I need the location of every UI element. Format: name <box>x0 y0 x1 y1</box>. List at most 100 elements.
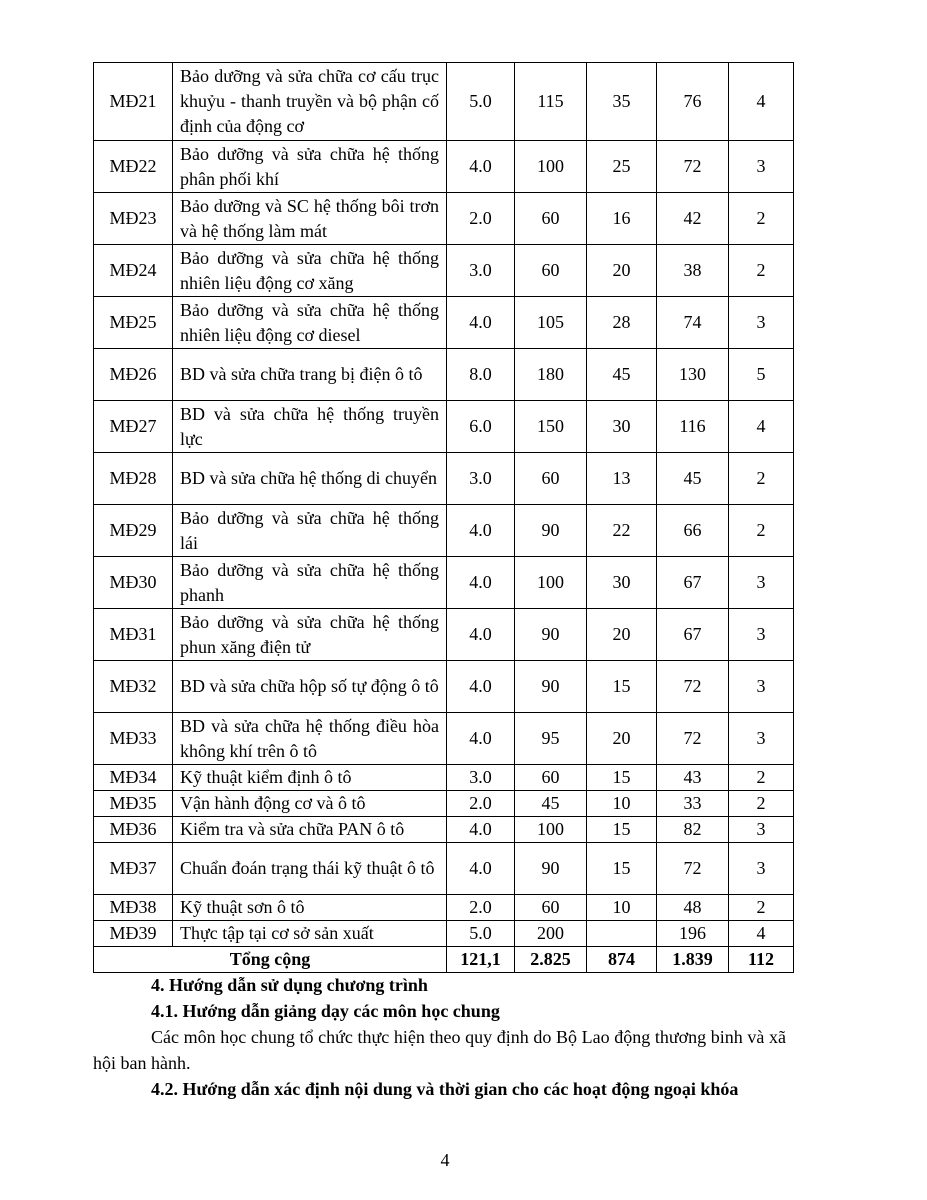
page-number: 4 <box>440 1150 450 1170</box>
cell-c5: 2 <box>728 244 794 297</box>
cell-name: BD và sửa chữa hộp số tự động ô tô <box>172 660 447 713</box>
cell-name: Bảo dưỡng và sửa chữa hệ thống phân phối… <box>172 140 447 193</box>
cell-c2: 95 <box>514 712 587 765</box>
cell-c3: 20 <box>586 712 657 765</box>
cell-c3: 10 <box>586 790 657 817</box>
cell-name: Thực tập tại cơ sở sản xuất <box>172 920 447 947</box>
subsection-heading-4-1: 4.1. Hướng dẫn giảng dạy các môn học chu… <box>151 1001 500 1021</box>
cell-code: MĐ33 <box>93 712 173 765</box>
cell-c2: 60 <box>514 764 587 791</box>
cell-name: BD và sửa chữa hệ thống điều hòa không k… <box>172 712 447 765</box>
cell-name: BD và sửa chữa trang bị điện ô tô <box>172 348 447 401</box>
table-row: MĐ31 Bảo dưỡng và sửa chữa hệ thống phun … <box>93 608 794 661</box>
cell-c1: 4.0 <box>446 608 515 661</box>
cell-c1: 2.0 <box>446 192 515 245</box>
cell-c4: 116 <box>656 400 729 453</box>
cell-c2: 60 <box>514 244 587 297</box>
cell-c1: 4.0 <box>446 296 515 349</box>
table-row: MĐ32 BD và sửa chữa hộp số tự động ô tô 4.… <box>93 660 794 713</box>
cell-c4: 42 <box>656 192 729 245</box>
cell-code: MĐ34 <box>93 764 173 791</box>
cell-c1: 4.0 <box>446 712 515 765</box>
cell-c3: 15 <box>586 816 657 843</box>
cell-c3: 45 <box>586 348 657 401</box>
cell-c5: 4 <box>728 62 794 141</box>
cell-c2: 180 <box>514 348 587 401</box>
cell-c5: 5 <box>728 348 794 401</box>
table-row: MĐ34 Kỹ thuật kiểm định ô tô 3.0 60 15 43 2 <box>93 764 794 791</box>
table-row: MĐ28 BD và sửa chữa hệ thống di chuyển 3.0… <box>93 452 794 505</box>
cell-code: MĐ39 <box>93 920 173 947</box>
cell-c1: 3.0 <box>446 244 515 297</box>
cell-c1: 8.0 <box>446 348 515 401</box>
cell-c3: 25 <box>586 140 657 193</box>
cell-code: MĐ25 <box>93 296 173 349</box>
cell-code: MĐ38 <box>93 894 173 921</box>
cell-c5: 3 <box>728 842 794 895</box>
cell-c2: 60 <box>514 452 587 505</box>
cell-c5: 3 <box>728 660 794 713</box>
cell-c1: 4.0 <box>446 504 515 557</box>
table-row: MĐ35 Vận hành động cơ và ô tô 2.0 45 10 33 2 <box>93 790 794 817</box>
total-c2: 2.825 <box>514 946 587 973</box>
cell-c4: 45 <box>656 452 729 505</box>
cell-c4: 67 <box>656 608 729 661</box>
cell-code: MĐ27 <box>93 400 173 453</box>
section-heading: 4. Hướng dẫn sử dụng chương trình <box>151 975 428 995</box>
cell-c5: 3 <box>728 712 794 765</box>
cell-c5: 2 <box>728 764 794 791</box>
cell-name: Kỹ thuật sơn ô tô <box>172 894 447 921</box>
cell-c2: 60 <box>514 894 587 921</box>
cell-c1: 3.0 <box>446 452 515 505</box>
cell-c3: 16 <box>586 192 657 245</box>
table-row: MĐ29 Bảo dưỡng và sửa chữa hệ thống lái 4.… <box>93 504 794 557</box>
cell-c3: 22 <box>586 504 657 557</box>
cell-code: MĐ24 <box>93 244 173 297</box>
cell-c1: 4.0 <box>446 842 515 895</box>
table-row: MĐ25 Bảo dưỡng và sửa chữa hệ thống nhiên… <box>93 296 794 349</box>
cell-c4: 82 <box>656 816 729 843</box>
cell-c2: 115 <box>514 62 587 141</box>
cell-c4: 33 <box>656 790 729 817</box>
cell-c1: 4.0 <box>446 140 515 193</box>
cell-c2: 90 <box>514 842 587 895</box>
cell-c3: 15 <box>586 842 657 895</box>
table-row: MĐ27 BD và sửa chữa hệ thống truyền lực 6.… <box>93 400 794 453</box>
cell-c3: 30 <box>586 400 657 453</box>
cell-c5: 3 <box>728 608 794 661</box>
cell-code: MĐ28 <box>93 452 173 505</box>
cell-c1: 5.0 <box>446 62 515 141</box>
cell-name: Bảo dưỡng và sửa chữa cơ cấu trục khuỷu … <box>172 62 447 141</box>
cell-c2: 100 <box>514 556 587 609</box>
cell-c5: 3 <box>728 140 794 193</box>
cell-c5: 2 <box>728 790 794 817</box>
cell-c2: 60 <box>514 192 587 245</box>
cell-code: MĐ31 <box>93 608 173 661</box>
cell-c5: 2 <box>728 192 794 245</box>
cell-c1: 6.0 <box>446 400 515 453</box>
cell-c3 <box>586 920 657 947</box>
cell-code: MĐ29 <box>93 504 173 557</box>
cell-c4: 67 <box>656 556 729 609</box>
cell-c1: 2.0 <box>446 894 515 921</box>
cell-c3: 35 <box>586 62 657 141</box>
cell-c3: 15 <box>586 764 657 791</box>
cell-c3: 28 <box>586 296 657 349</box>
cell-name: BD và sửa chữa hệ thống truyền lực <box>172 400 447 453</box>
cell-c1: 3.0 <box>446 764 515 791</box>
cell-c1: 4.0 <box>446 816 515 843</box>
cell-name: Bảo dưỡng và sửa chữa hệ thống phanh <box>172 556 447 609</box>
subsection-heading-4-2: 4.2. Hướng dẫn xác định nội dung và thời… <box>151 1079 739 1099</box>
cell-c2: 150 <box>514 400 587 453</box>
cell-c4: 130 <box>656 348 729 401</box>
total-c3: 874 <box>586 946 657 973</box>
cell-code: MĐ21 <box>93 62 173 141</box>
cell-c2: 200 <box>514 920 587 947</box>
cell-c4: 48 <box>656 894 729 921</box>
total-c4: 1.839 <box>656 946 729 973</box>
cell-c1: 5.0 <box>446 920 515 947</box>
table-row: MĐ24 Bảo dưỡng và sửa chữa hệ thống nhiên… <box>93 244 794 297</box>
cell-c5: 4 <box>728 400 794 453</box>
cell-code: MĐ23 <box>93 192 173 245</box>
cell-c2: 90 <box>514 660 587 713</box>
